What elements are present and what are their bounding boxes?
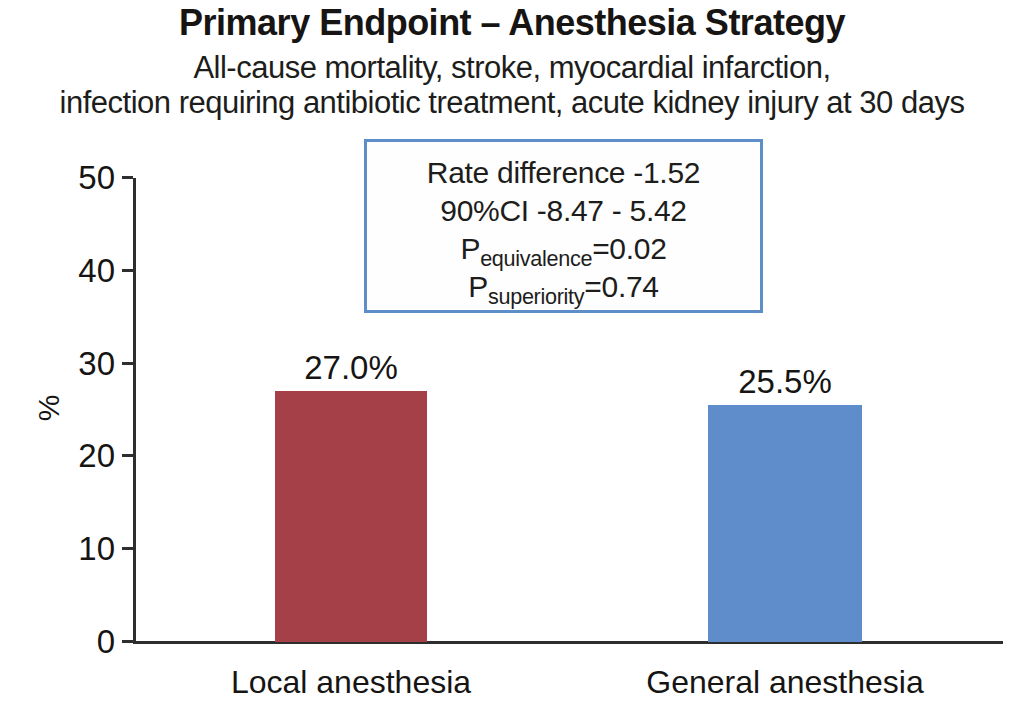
- p-value: =0.02: [592, 232, 666, 265]
- stats-annotation-box: Rate difference -1.52 90%CI -8.47 - 5.42…: [364, 139, 763, 313]
- y-axis-tick: [122, 176, 133, 179]
- bar-general-anesthesia: [708, 405, 862, 642]
- p-base: P: [468, 270, 488, 303]
- y-axis-tick-label: 40: [40, 253, 115, 289]
- y-axis-tick-label: 30: [40, 346, 115, 382]
- y-axis-line: [133, 178, 136, 644]
- y-axis-tick: [122, 269, 133, 272]
- p-subscript: superiority: [488, 284, 584, 309]
- chart-canvas: Primary Endpoint – Anesthesia Strategy A…: [0, 0, 1024, 701]
- y-axis-tick: [122, 362, 133, 365]
- y-axis-tick-label: 0: [40, 624, 115, 660]
- y-axis-tick-label: 50: [40, 160, 115, 196]
- bar-value-label: 27.0%: [251, 349, 451, 387]
- stats-rate-difference: Rate difference -1.52: [367, 154, 760, 192]
- chart-title: Primary Endpoint – Anesthesia Strategy: [0, 2, 1024, 44]
- bar-value-label: 25.5%: [685, 363, 885, 401]
- y-axis-tick: [122, 640, 133, 643]
- stats-confidence-interval: 90%CI -8.47 - 5.42: [367, 192, 760, 230]
- x-category-label-local: Local anesthesia: [151, 664, 551, 701]
- chart-subtitle-line1: All-cause mortality, stroke, myocardial …: [0, 50, 1024, 85]
- x-axis-line: [133, 641, 1003, 644]
- chart-subtitle: All-cause mortality, stroke, myocardial …: [0, 50, 1024, 120]
- p-base: P: [460, 232, 480, 265]
- bar-local-anesthesia: [275, 391, 427, 642]
- y-axis-tick-label: 20: [40, 438, 115, 474]
- y-axis-tick: [122, 547, 133, 550]
- y-axis-tick-label: 10: [40, 531, 115, 567]
- stats-p-superiority: Psuperiority=0.74: [367, 268, 760, 306]
- y-axis-tick: [122, 454, 133, 457]
- p-value: =0.74: [584, 270, 658, 303]
- chart-subtitle-line2: infection requiring antibiotic treatment…: [0, 85, 1024, 120]
- x-category-label-general: General anesthesia: [585, 664, 985, 701]
- stats-p-equivalence: Pequivalence=0.02: [367, 230, 760, 268]
